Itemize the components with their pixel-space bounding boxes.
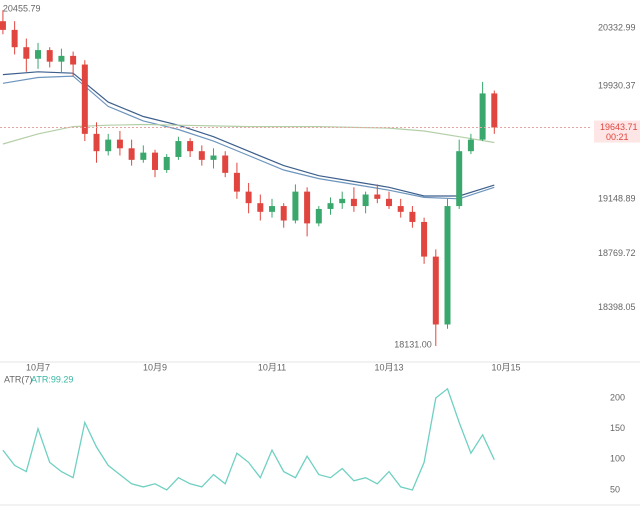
candle-body xyxy=(467,139,474,152)
candle-body xyxy=(257,203,264,212)
moving-average xyxy=(2,75,495,200)
candle-body xyxy=(374,194,381,199)
candle-body xyxy=(46,50,53,62)
candle-body xyxy=(479,93,486,140)
candle-body xyxy=(175,141,182,157)
candle-body xyxy=(233,172,240,192)
candle-body xyxy=(397,206,404,212)
x-tick-label: 10月9 xyxy=(143,362,167,372)
candle-body xyxy=(105,139,112,152)
candle-body xyxy=(70,55,77,65)
candle-body xyxy=(152,152,159,170)
candle-body xyxy=(116,139,123,149)
candle-body xyxy=(128,148,135,160)
candle-body xyxy=(421,221,428,257)
y-tick-label: 18398.05 xyxy=(598,302,636,312)
candle-body xyxy=(269,206,276,212)
candle-body xyxy=(210,155,217,160)
candle-body xyxy=(280,206,287,221)
candle-body xyxy=(11,29,18,48)
candle-body xyxy=(93,133,100,152)
candle-body xyxy=(81,64,88,134)
candle-body xyxy=(315,208,322,224)
y-tick-label: 19148.89 xyxy=(598,193,636,203)
y-tick-label: 150 xyxy=(610,423,625,433)
candle-body xyxy=(339,198,346,204)
candle-body xyxy=(23,47,30,59)
atr-line xyxy=(2,387,495,491)
candle-body xyxy=(327,203,334,209)
atr-title: ATR(7) xyxy=(4,374,32,384)
atr-value: ATR:99.29 xyxy=(31,374,73,384)
moving-average xyxy=(2,71,495,197)
candle-body xyxy=(198,151,205,160)
y-tick-label: 100 xyxy=(610,454,625,464)
x-tick-label: 10月15 xyxy=(491,362,520,372)
candle-body xyxy=(444,206,451,325)
last-price-label: 19643.71 xyxy=(600,122,638,132)
candle-body xyxy=(386,198,393,207)
y-tick-label: 19930.37 xyxy=(598,81,636,91)
candle-body xyxy=(58,55,65,62)
candle-body xyxy=(409,211,416,222)
candle-body xyxy=(350,198,357,207)
y-tick-label: 50 xyxy=(610,484,620,494)
candle-body xyxy=(362,194,369,207)
x-tick-label: 10月7 xyxy=(26,362,50,372)
candle-body xyxy=(187,141,194,152)
price-annotation: 20455.79 xyxy=(3,4,41,14)
candle-body xyxy=(292,191,299,221)
price-annotation: 18131.00 xyxy=(394,339,432,349)
candle-body xyxy=(0,21,6,30)
candle-body xyxy=(304,191,311,224)
candle-body xyxy=(245,191,252,204)
candle-body xyxy=(456,151,463,207)
x-tick-label: 10月11 xyxy=(258,362,286,372)
y-tick-label: 20332.99 xyxy=(598,22,636,32)
candle-body xyxy=(140,152,147,160)
y-tick-label: 18769.72 xyxy=(598,248,636,258)
last-price-box xyxy=(594,120,640,143)
x-tick-label: 10月13 xyxy=(374,362,403,372)
candle-body xyxy=(222,155,229,173)
y-tick-label: 200 xyxy=(610,392,625,402)
candle-body xyxy=(432,256,439,325)
candle-body xyxy=(163,156,170,170)
candle-body xyxy=(491,93,498,128)
candle-body xyxy=(35,50,42,59)
countdown: 00:21 xyxy=(606,132,629,142)
